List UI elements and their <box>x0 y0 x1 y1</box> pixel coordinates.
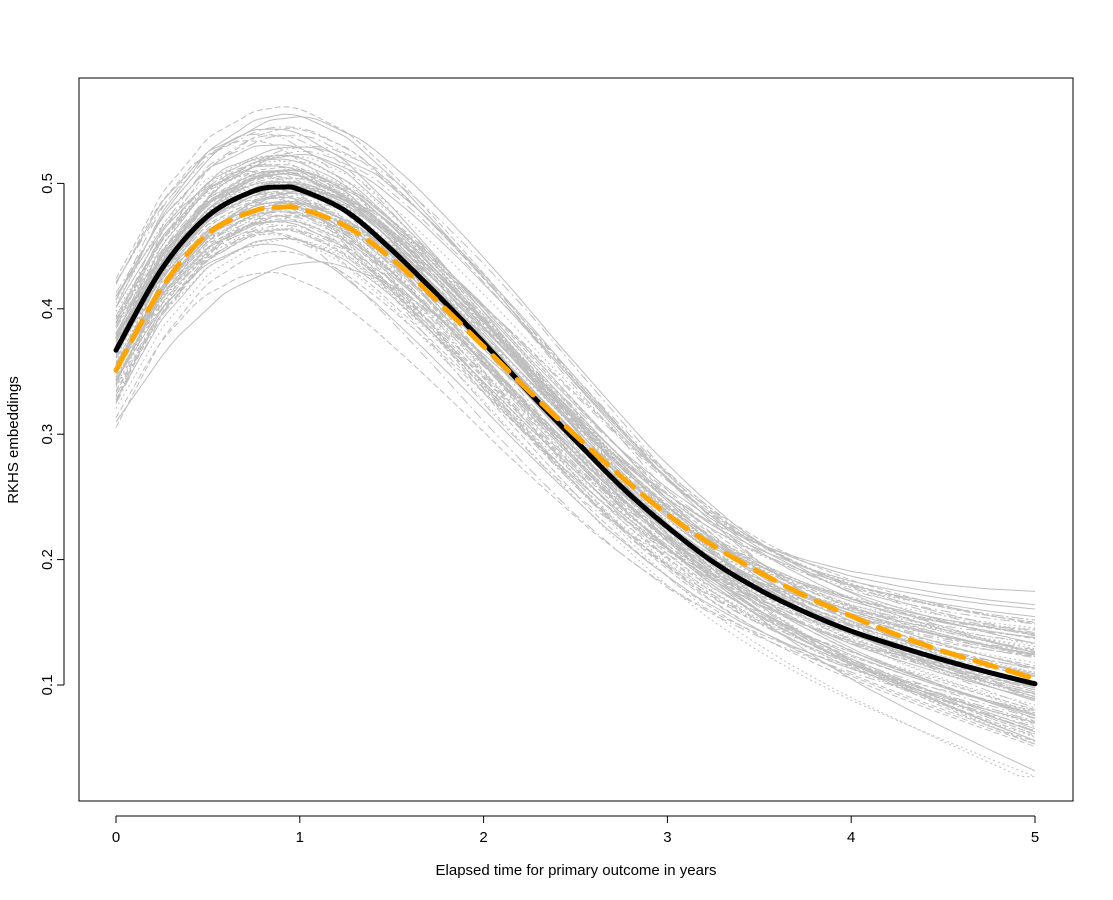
individual-curve <box>115 250 1036 669</box>
individual-curve <box>115 173 1036 610</box>
individual-curve <box>115 190 1036 720</box>
x-axis: 0 1 2 3 4 5 <box>112 815 1039 846</box>
individual-curve <box>115 214 1036 732</box>
individual-curve <box>115 218 1036 653</box>
individual-curve <box>115 210 1036 695</box>
individual-curve <box>115 191 1036 638</box>
x-tick-label: 4 <box>847 829 855 846</box>
individual-curve <box>115 229 1036 694</box>
individual-curve <box>115 190 1036 702</box>
individual-curve <box>115 146 1036 700</box>
individual-curve <box>115 201 1036 693</box>
individual-curve <box>115 160 1036 714</box>
y-tick-label: 0.5 <box>39 173 56 194</box>
individual-curve <box>115 155 1036 624</box>
individual-curve <box>115 181 1036 719</box>
individual-curve <box>115 134 1036 688</box>
individual-curve <box>115 196 1036 630</box>
x-tick-label: 0 <box>112 829 120 846</box>
individual-curve <box>115 238 1036 664</box>
individual-curve <box>115 154 1036 650</box>
y-tick-label: 0.2 <box>39 549 56 570</box>
y-tick-label: 0.1 <box>39 675 56 696</box>
individual-curve <box>115 126 1036 634</box>
individual-curve <box>115 191 1036 656</box>
individual-curve <box>115 171 1036 621</box>
individual-curve <box>115 170 1036 772</box>
individual-curve <box>115 211 1036 656</box>
individual-curve <box>115 206 1036 717</box>
plot-frame <box>78 77 1074 802</box>
individual-curve <box>115 165 1036 730</box>
y-tick-label: 0.3 <box>39 424 56 445</box>
individual-curve <box>115 154 1036 654</box>
individual-curve <box>115 170 1036 631</box>
individual-curve <box>115 197 1036 742</box>
individual-curve <box>115 232 1036 657</box>
individual-curve <box>115 202 1036 639</box>
individual-curves <box>115 106 1036 778</box>
individual-curve <box>115 127 1036 625</box>
mean-curves <box>113 184 1038 687</box>
y-tick-label: 0.4 <box>39 298 56 319</box>
individual-curve <box>115 202 1036 623</box>
y-axis-label: RKHS embeddings <box>5 376 22 504</box>
individual-curve <box>115 140 1036 711</box>
x-tick-label: 3 <box>663 829 671 846</box>
x-tick-label: 2 <box>479 829 487 846</box>
individual-curve <box>115 233 1036 778</box>
individual-curve <box>115 220 1036 745</box>
individual-curve <box>115 228 1036 652</box>
individual-curve <box>115 212 1036 625</box>
individual-curve <box>115 155 1036 742</box>
individual-curve <box>115 215 1036 732</box>
y-axis: 0.1 0.2 0.3 0.4 0.5 <box>39 173 65 696</box>
individual-curve <box>115 164 1036 670</box>
individual-curve <box>115 181 1036 592</box>
series-line-mean-orange <box>113 204 1038 682</box>
individual-curve <box>115 116 1036 654</box>
individual-curve <box>115 113 1036 644</box>
individual-curve <box>115 180 1036 701</box>
individual-curve <box>115 169 1036 640</box>
individual-curve <box>115 224 1036 644</box>
individual-curve <box>115 166 1036 745</box>
individual-curve <box>115 201 1036 691</box>
individual-curve <box>115 220 1036 700</box>
individual-curve <box>115 183 1036 645</box>
individual-curve <box>115 243 1036 723</box>
individual-curve <box>115 150 1036 709</box>
x-tick-label: 1 <box>296 829 304 846</box>
individual-curve <box>115 168 1036 745</box>
individual-curve <box>115 106 1036 635</box>
individual-curve <box>115 201 1036 722</box>
individual-curve <box>115 144 1036 606</box>
x-axis-label: Elapsed time for primary outcome in year… <box>436 862 717 879</box>
x-tick-label: 5 <box>1031 829 1039 846</box>
